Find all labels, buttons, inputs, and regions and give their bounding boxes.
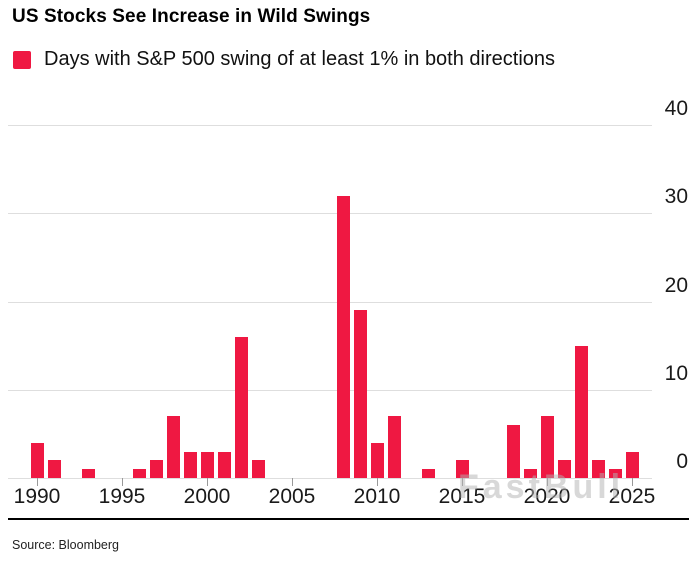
x-tick-label: 1990 (13, 485, 61, 508)
x-tick (547, 478, 548, 486)
gridline-20 (8, 301, 652, 303)
bar-2021 (558, 460, 571, 478)
bar-1999 (184, 451, 197, 478)
x-tick-label: 2020 (523, 485, 571, 508)
bar-2025 (626, 451, 639, 478)
bar-2002 (235, 336, 248, 478)
bar-2024 (609, 469, 622, 478)
bar-1998 (167, 416, 180, 478)
x-tick-label: 2000 (183, 485, 231, 508)
x-tick (632, 478, 633, 486)
bar-1997 (150, 460, 163, 478)
gridline-10 (8, 389, 652, 391)
x-tick-label: 2025 (608, 485, 656, 508)
bar-2022 (575, 345, 588, 478)
bar-2001 (218, 451, 231, 478)
bottom-rule (8, 518, 689, 520)
bar-2015 (456, 460, 469, 478)
y-tick-label: 20 (664, 273, 688, 297)
chart-legend: Days with S&P 500 swing of at least 1% i… (13, 48, 555, 71)
chart-title: US Stocks See Increase in Wild Swings (12, 6, 371, 27)
x-tick-label: 2010 (353, 485, 401, 508)
bar-2003 (252, 460, 265, 478)
bar-2011 (388, 416, 401, 478)
x-tick (207, 478, 208, 486)
legend-label: Days with S&P 500 swing of at least 1% i… (44, 48, 556, 70)
x-tick (37, 478, 38, 486)
bar-2008 (337, 195, 350, 478)
bar-2013 (422, 469, 435, 478)
x-tick (122, 478, 123, 486)
source-note: Source: Bloomberg (12, 538, 120, 552)
x-tick-label: 2005 (268, 485, 316, 508)
x-tick (292, 478, 293, 486)
gridline-40 (8, 125, 652, 126)
x-tick-label: 2015 (438, 485, 486, 508)
bar-2020 (541, 416, 554, 478)
gridline-0 (8, 478, 652, 479)
y-tick-label: 30 (664, 185, 688, 209)
bar-2010 (371, 442, 384, 478)
bar-2023 (592, 460, 605, 478)
x-tick (462, 478, 463, 486)
bar-1996 (133, 469, 146, 478)
bar-2018 (507, 425, 520, 478)
x-tick-label: 1995 (98, 485, 146, 508)
legend-swatch-icon (13, 50, 31, 69)
bar-2000 (201, 451, 214, 478)
y-tick-label: 10 (664, 361, 688, 385)
y-tick-label: 0 (676, 450, 688, 473)
bar-1991 (48, 460, 61, 478)
y-tick-label: 40 (664, 97, 688, 120)
x-tick (377, 478, 378, 486)
bar-2019 (524, 469, 537, 478)
bar-1993 (82, 469, 95, 478)
bar-2009 (354, 310, 367, 478)
bar-1990 (31, 442, 44, 478)
gridline-30 (8, 213, 652, 215)
